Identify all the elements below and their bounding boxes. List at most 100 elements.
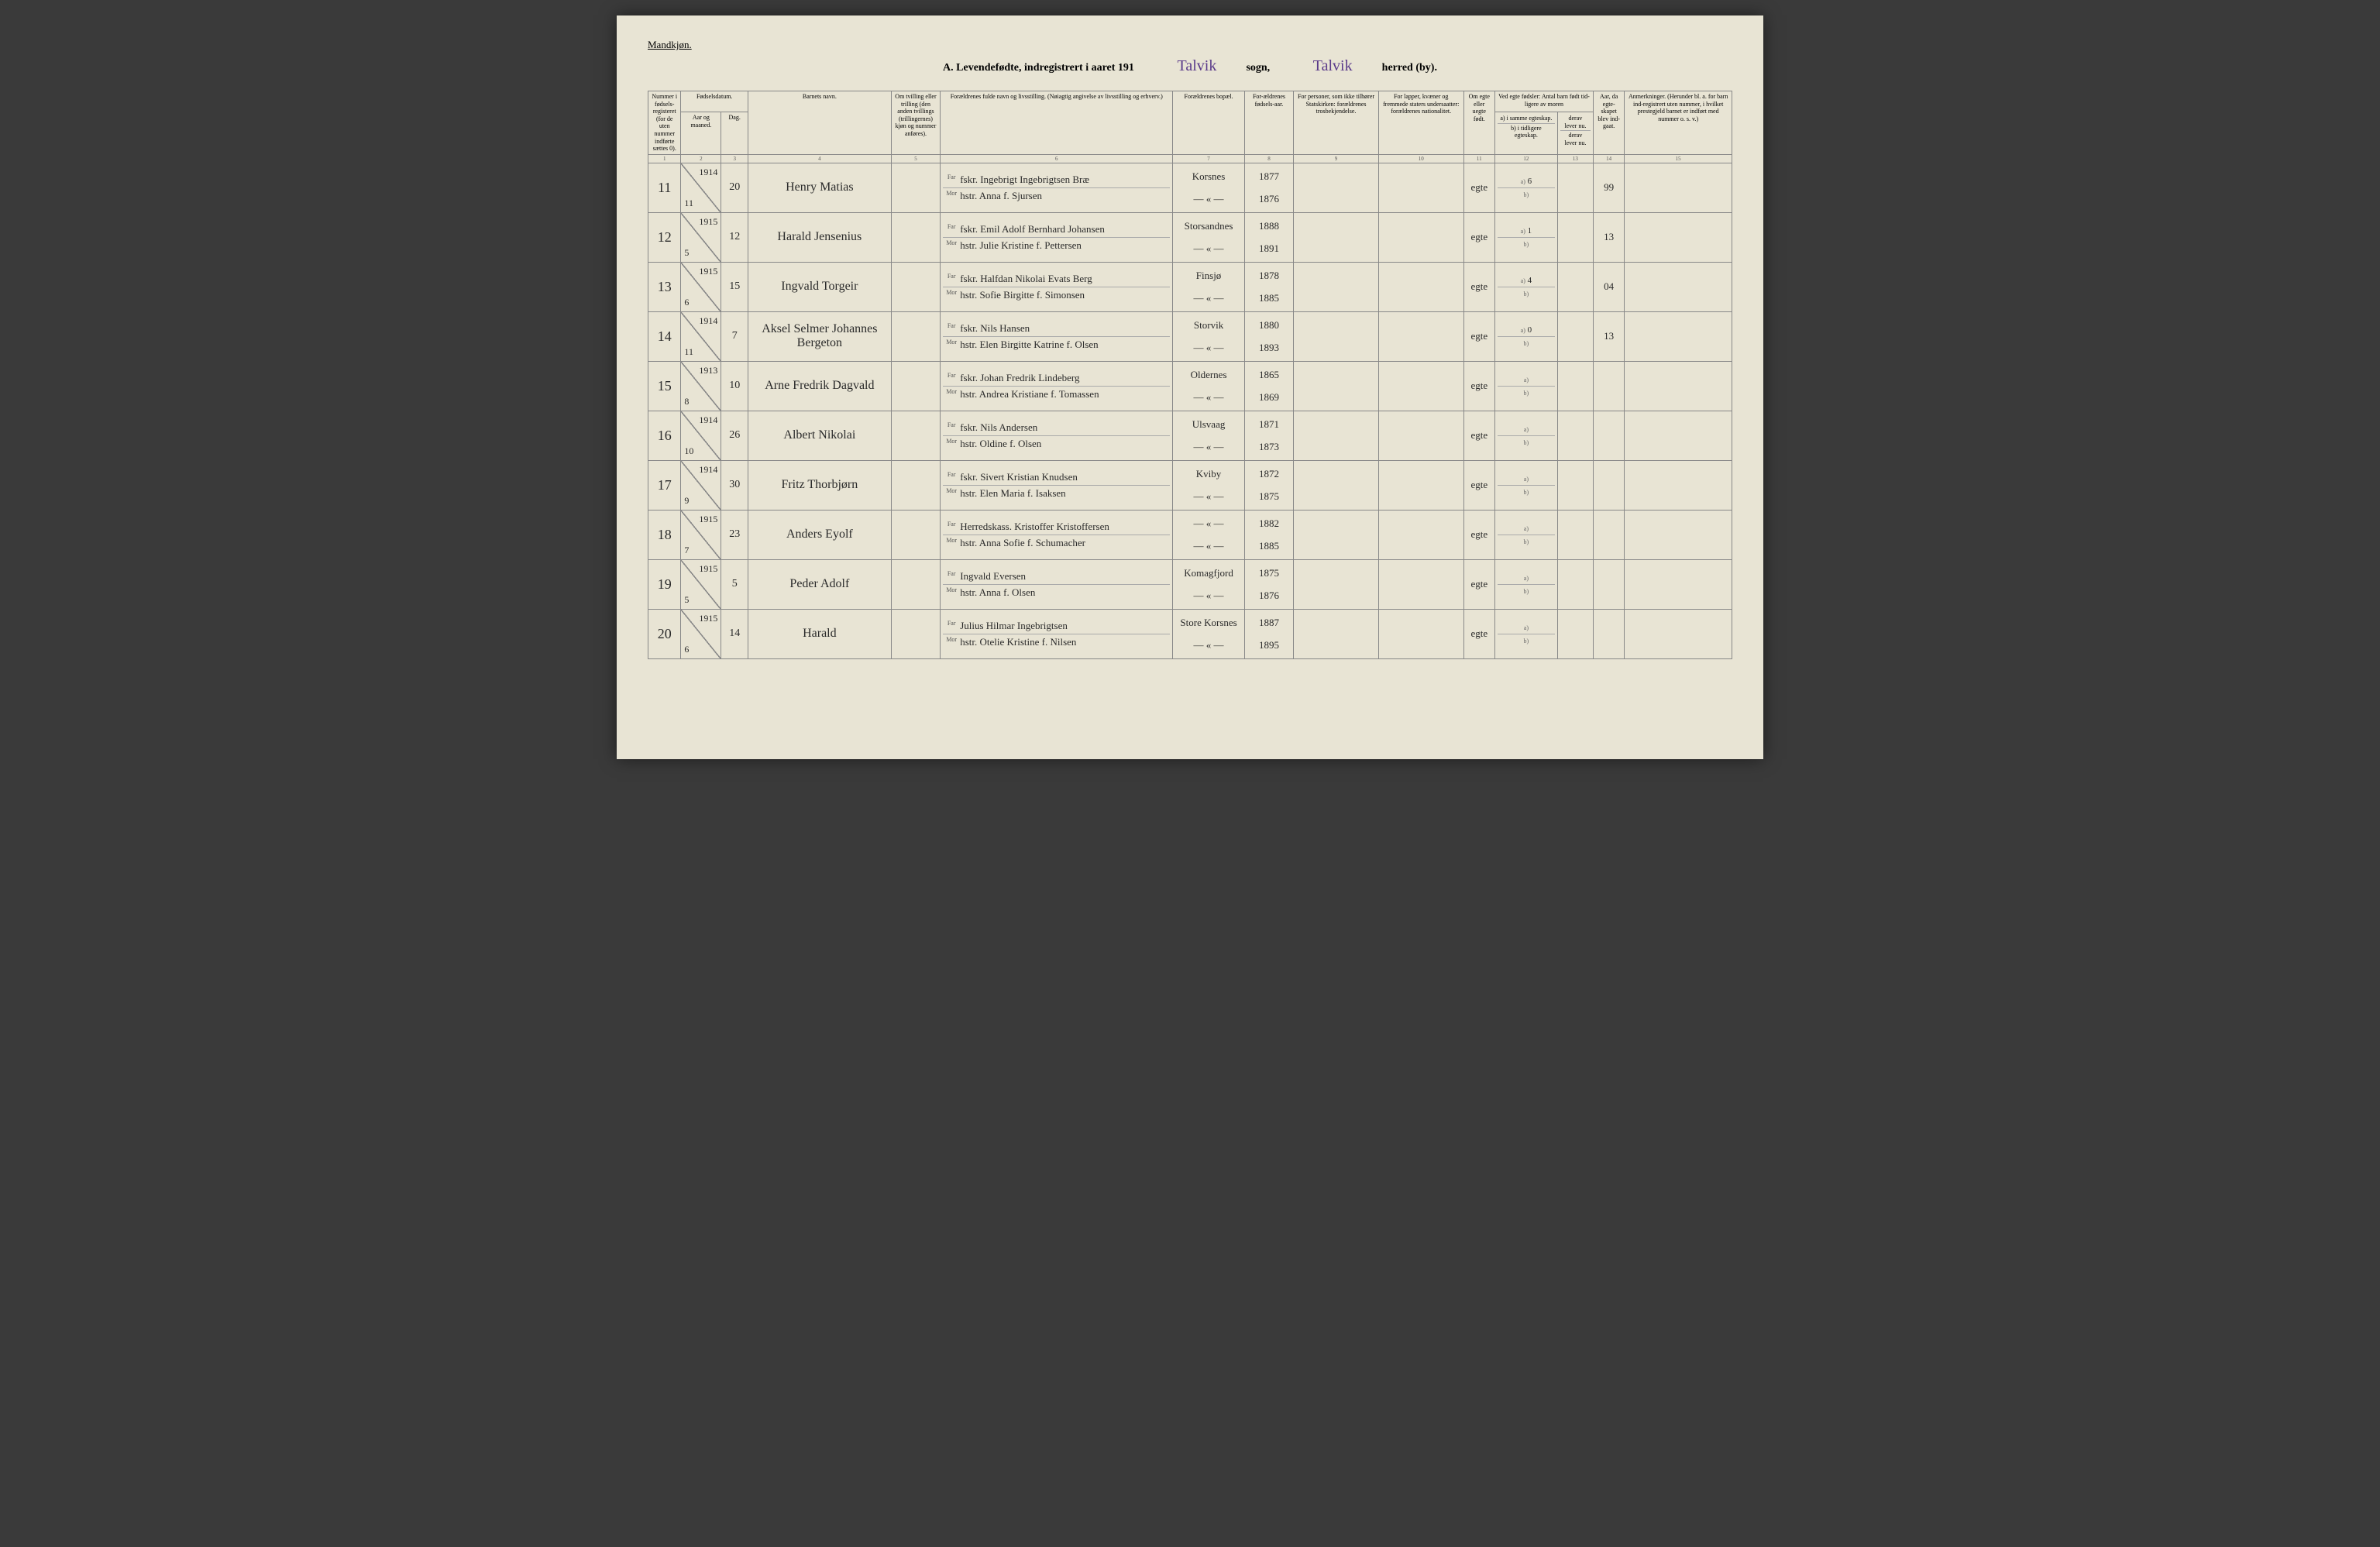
date-day: 15 — [721, 262, 748, 311]
date-year-month: 1914 11 — [681, 163, 721, 212]
residence: Oldernes— « — — [1173, 361, 1244, 411]
religion — [1294, 163, 1379, 212]
religion — [1294, 212, 1379, 262]
hdr-antal-ab: a) i samme egteskap. b) i tidligere egte… — [1494, 112, 1557, 155]
derav — [1557, 510, 1593, 559]
egte: egte — [1463, 510, 1494, 559]
table-row: 12 1915 5 12 Harald Jensenius Farfskr. E… — [648, 212, 1732, 262]
residence: Ulsvaag— « — — [1173, 411, 1244, 460]
remarks — [1625, 510, 1732, 559]
marriage-year: 13 — [1593, 311, 1624, 361]
table-row: 14 1914 11 7 Aksel Selmer Johannes Berge… — [648, 311, 1732, 361]
parents-cell: Farfskr. Johan Fredrik Lindeberg Morhstr… — [941, 361, 1173, 411]
parents-cell: Farfskr. Ingebrigt Ingebrigtsen Bræ Morh… — [941, 163, 1173, 212]
table-row: 13 1915 6 15 Ingvald Torgeir Farfskr. Ha… — [648, 262, 1732, 311]
egte: egte — [1463, 262, 1494, 311]
colnum: 7 — [1173, 154, 1244, 163]
twin-cell — [891, 361, 940, 411]
date-day: 5 — [721, 559, 748, 609]
hdr-parents: Forældrenes fulde navn og livsstilling. … — [941, 91, 1173, 155]
child-name: Anders Eyolf — [748, 510, 892, 559]
parents-cell: Farfskr. Emil Adolf Bernhard Johansen Mo… — [941, 212, 1173, 262]
date-day: 14 — [721, 609, 748, 658]
row-number: 18 — [648, 510, 681, 559]
colnum: 5 — [891, 154, 940, 163]
egte: egte — [1463, 460, 1494, 510]
antal-barn: a) b) — [1494, 510, 1557, 559]
nationality — [1378, 460, 1463, 510]
register-table: Nummer i fødsels-registeret (for de uten… — [648, 91, 1732, 659]
derav — [1557, 212, 1593, 262]
marriage-year: 99 — [1593, 163, 1624, 212]
marriage-year — [1593, 559, 1624, 609]
herred-handwritten: Talvik — [1286, 57, 1379, 75]
residence: Store Korsnes— « — — [1173, 609, 1244, 658]
remarks — [1625, 311, 1732, 361]
row-number: 16 — [648, 411, 681, 460]
hdr-c13b: derav lever nu. — [1560, 131, 1591, 147]
colnum: 9 — [1294, 154, 1379, 163]
register-page: Mandkjøn. A. Levendefødte, indregistrert… — [617, 15, 1763, 759]
remarks — [1625, 460, 1732, 510]
colnum: 15 — [1625, 154, 1732, 163]
twin-cell — [891, 262, 940, 311]
derav — [1557, 609, 1593, 658]
hdr-antal-top: Ved egte fødsler: Antal barn født tid-li… — [1494, 91, 1593, 112]
table-row: 20 1915 6 14 Harald FarJulius Hilmar Ing… — [648, 609, 1732, 658]
colnum: 4 — [748, 154, 892, 163]
hdr-anm: Anmerkninger. (Herunder bl. a. for barn … — [1625, 91, 1732, 155]
residence: Storvik— « — — [1173, 311, 1244, 361]
residence: Kviby— « — — [1173, 460, 1244, 510]
egte: egte — [1463, 311, 1494, 361]
date-year-month: 1915 7 — [681, 510, 721, 559]
row-number: 15 — [648, 361, 681, 411]
child-name: Harald Jensenius — [748, 212, 892, 262]
date-year-month: 1915 6 — [681, 609, 721, 658]
nationality — [1378, 411, 1463, 460]
religion — [1294, 411, 1379, 460]
religion — [1294, 460, 1379, 510]
derav — [1557, 311, 1593, 361]
religion — [1294, 311, 1379, 361]
hdr-date-top: Fødselsdatum. — [681, 91, 748, 112]
table-row: 19 1915 5 5 Peder Adolf FarIngvald Evers… — [648, 559, 1732, 609]
antal-barn: a) 4 b) — [1494, 262, 1557, 311]
residence: — « —— « — — [1173, 510, 1244, 559]
colnum: 12 — [1494, 154, 1557, 163]
egte: egte — [1463, 361, 1494, 411]
twin-cell — [891, 163, 940, 212]
remarks — [1625, 609, 1732, 658]
row-number: 12 — [648, 212, 681, 262]
remarks — [1625, 411, 1732, 460]
table-row: 18 1915 7 23 Anders Eyolf FarHerredskass… — [648, 510, 1732, 559]
antal-barn: a) b) — [1494, 460, 1557, 510]
child-name: Peder Adolf — [748, 559, 892, 609]
marriage-year — [1593, 411, 1624, 460]
date-year-month: 1914 10 — [681, 411, 721, 460]
colnum: 8 — [1244, 154, 1293, 163]
parents-birthyear: 18651869 — [1244, 361, 1293, 411]
sogn-handwritten: Talvik — [1150, 57, 1243, 75]
date-day: 30 — [721, 460, 748, 510]
hdr-aar: Aar, da egte-skapet blev ind-gaat. — [1593, 91, 1624, 155]
table-row: 17 1914 9 30 Fritz Thorbjørn Farfskr. Si… — [648, 460, 1732, 510]
antal-barn: a) 6 b) — [1494, 163, 1557, 212]
twin-cell — [891, 411, 940, 460]
date-day: 10 — [721, 361, 748, 411]
parents-birthyear: 18821885 — [1244, 510, 1293, 559]
residence: Korsnes— « — — [1173, 163, 1244, 212]
date-year-month: 1915 5 — [681, 559, 721, 609]
residence: Finsjø— « — — [1173, 262, 1244, 311]
nationality — [1378, 510, 1463, 559]
derav — [1557, 163, 1593, 212]
date-year-month: 1914 9 — [681, 460, 721, 510]
antal-barn: a) b) — [1494, 361, 1557, 411]
antal-barn: a) 1 b) — [1494, 212, 1557, 262]
hdr-c13a: derav lever nu. — [1560, 114, 1591, 131]
colnum: 13 — [1557, 154, 1593, 163]
title-prefix: A. Levendefødte, indregistrert i aaret 1… — [943, 62, 1134, 74]
marriage-year — [1593, 609, 1624, 658]
table-row: 11 1914 11 20 Henry Matias Farfskr. Inge… — [648, 163, 1732, 212]
religion — [1294, 361, 1379, 411]
nationality — [1378, 212, 1463, 262]
